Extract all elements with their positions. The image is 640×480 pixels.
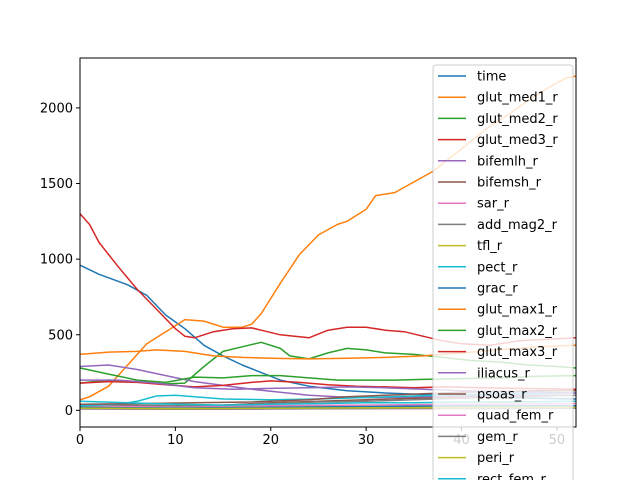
plot-frame	[79, 57, 577, 428]
x-tick-label: 20	[262, 433, 279, 448]
y-axis: 0 500 1000 1500 2000	[40, 101, 80, 419]
legend-label: tfl_r	[477, 239, 503, 254]
y-tick-label: 1500	[40, 177, 73, 192]
legend-entry: glut_max3_r	[438, 345, 558, 360]
legend-entry: glut_max2_r	[438, 324, 558, 339]
y-tick: 2000	[40, 101, 80, 116]
y-tick-label: 1000	[40, 253, 73, 268]
legend-entry: glut_med3_r	[438, 133, 558, 148]
legend: time glut_med1_r glut_med2_r glut_med3_rbif…	[432, 64, 574, 480]
legend-label: quad_fem_r	[477, 409, 554, 424]
x-tick-label: 10	[167, 433, 184, 448]
legend-label: add_mag2_r	[477, 218, 558, 233]
y-tick-label: 2000	[40, 101, 73, 116]
legend-label: bifemlh_r	[477, 154, 538, 169]
legend-entry: peri_r	[438, 451, 515, 466]
legend-label: grac_r	[477, 282, 518, 297]
legend-label: pect_r	[477, 260, 518, 275]
x-tick-label: 30	[358, 433, 375, 448]
y-tick-label: 0	[65, 404, 73, 419]
legend-entry: gem_r	[438, 430, 518, 445]
legend-label: glut_med2_r	[477, 112, 558, 127]
legend-label: glut_max1_r	[477, 303, 558, 318]
legend-entry: quad_fem_r	[438, 409, 554, 424]
x-tick: 30	[358, 427, 375, 448]
x-tick: 0	[76, 427, 84, 448]
x-tick-label: 0	[76, 433, 84, 448]
legend-label: bifemsh_r	[477, 176, 542, 191]
legend-label: glut_med1_r	[477, 91, 558, 106]
legend-entry: glut_max1_r	[438, 303, 558, 318]
legend-label: glut_max2_r	[477, 324, 558, 339]
y-tick: 500	[48, 328, 80, 343]
legend-label: iliacus_r	[477, 366, 530, 381]
legend-label: time	[477, 70, 506, 85]
x-tick: 20	[262, 427, 279, 448]
legend-label: peri_r	[477, 451, 515, 466]
legend-label: sar_r	[477, 197, 510, 212]
legend-entry: glut_med1_r	[438, 91, 558, 106]
legend-entry: iliacus_r	[438, 366, 530, 381]
legend-entry: psoas_r	[438, 388, 527, 403]
legend-entry: tfl_r	[438, 239, 503, 254]
y-tick: 1500	[40, 177, 80, 192]
legend-entry: sar_r	[438, 197, 510, 212]
legend-label: psoas_r	[477, 388, 527, 403]
legend-entry: glut_med2_r	[438, 112, 558, 127]
legend-entry: rect_fem_r	[438, 472, 547, 480]
legend-label: glut_med3_r	[477, 133, 558, 148]
legend-entry: time	[438, 70, 506, 85]
x-tick: 10	[167, 427, 184, 448]
legend-entry: add_mag2_r	[438, 218, 558, 233]
legend-label: glut_max3_r	[477, 345, 558, 360]
y-tick: 1000	[40, 253, 80, 268]
y-tick-label: 500	[48, 328, 73, 343]
legend-label: gem_r	[477, 430, 518, 445]
legend-box	[432, 64, 574, 480]
legend-entry: grac_r	[438, 282, 518, 297]
legend-entry: bifemlh_r	[438, 154, 538, 169]
legend-entry: bifemsh_r	[438, 176, 542, 191]
legend-entry: pect_r	[438, 260, 518, 275]
legend-label: rect_fem_r	[477, 472, 547, 480]
y-tick: 0	[65, 404, 80, 419]
